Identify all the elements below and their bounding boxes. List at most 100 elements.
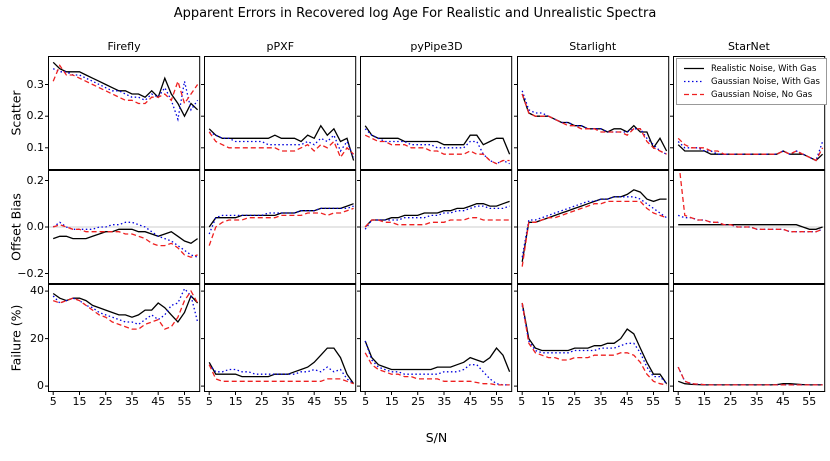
subplot-ppxf-failure	[201, 284, 357, 395]
y-tick-label: 20	[30, 331, 44, 345]
x-tick-label: 35	[125, 395, 139, 408]
panel-border	[48, 284, 201, 392]
series-gaussian-noise-no-gas	[208, 364, 355, 385]
y-tick-label: −0.2	[17, 266, 44, 280]
subplot-firefly-offset-bias	[45, 170, 201, 284]
series-gaussian-noise-no-gas	[677, 137, 823, 162]
series-gaussian-noise-no-gas	[208, 207, 355, 246]
figure-title: Apparent Errors in Recovered log Age For…	[173, 6, 657, 21]
series-realistic-noise-with-gas	[364, 340, 511, 373]
panel-border	[360, 284, 513, 392]
x-tick-label: 35	[437, 395, 452, 408]
subplot-firefly-scatter	[45, 56, 201, 170]
series-gaussian-noise-with-gas	[52, 221, 198, 258]
subplot-starlight-offset-bias	[513, 170, 669, 284]
subplot-starlight-failure	[513, 284, 669, 395]
series-gaussian-noise-no-gas	[52, 64, 199, 105]
series-gaussian-noise-with-gas	[209, 131, 355, 158]
x-axis-label: S/N	[425, 430, 448, 445]
y-tick-label: 0.3	[26, 77, 45, 91]
series-gaussian-noise-with-gas	[521, 305, 667, 385]
legend-label: Gaussian Noise, No Gas	[711, 89, 813, 100]
x-tick-label: 5	[205, 395, 213, 408]
series-realistic-noise-with-gas	[52, 228, 198, 245]
legend-line-dashed-icon	[684, 93, 704, 96]
column-title-firefly: Firefly	[107, 40, 141, 53]
series-realistic-noise-with-gas	[208, 124, 355, 161]
subplot-ppxf-scatter	[201, 56, 357, 170]
subplot-pypipe3d-offset-bias	[357, 170, 513, 284]
series-gaussian-noise-with-gas	[208, 205, 355, 235]
legend-line-dotted-icon	[684, 80, 704, 83]
series-gaussian-noise-with-gas	[677, 366, 823, 386]
series-gaussian-noise-with-gas	[52, 68, 199, 122]
x-tick-label: 5	[518, 395, 526, 408]
series-gaussian-noise-no-gas	[521, 200, 667, 267]
subplot-firefly-failure	[45, 284, 201, 395]
series-realistic-noise-with-gas	[365, 125, 511, 155]
series-gaussian-noise-with-gas	[521, 90, 667, 155]
x-tick-label: 45	[463, 395, 478, 408]
column-title-starlight: Starlight	[569, 40, 617, 53]
series-gaussian-noise-with-gas	[208, 364, 355, 385]
x-tick-label: 45	[151, 395, 166, 408]
series-gaussian-noise-with-gas	[365, 128, 511, 165]
x-tick-label: 25	[98, 395, 113, 408]
series-gaussian-noise-no-gas	[52, 289, 199, 330]
series-realistic-noise-with-gas	[521, 189, 667, 263]
x-tick-label: 45	[619, 395, 634, 408]
legend-label: Gaussian Noise, With Gas	[711, 76, 820, 87]
series-gaussian-noise-no-gas	[678, 170, 823, 233]
panel-border	[516, 284, 669, 392]
subplot-starnet-scatter	[669, 56, 825, 170]
subplot-pypipe3d-scatter	[357, 56, 513, 170]
x-tick-label: 15	[72, 395, 87, 408]
series-gaussian-noise-no-gas	[365, 352, 510, 386]
series-gaussian-noise-no-gas	[52, 224, 198, 258]
y-tick-label: 40	[30, 284, 44, 298]
panel-border	[204, 284, 357, 392]
legend: Realistic Noise, With Gas Gaussian Noise…	[676, 58, 827, 105]
subplot-ppxf-offset-bias	[201, 170, 357, 284]
panel-border	[204, 56, 357, 170]
subplot-starnet-offset-bias	[669, 170, 825, 284]
x-tick-label: 15	[384, 395, 399, 408]
panel-border	[360, 170, 513, 284]
x-tick-label: 35	[749, 395, 764, 408]
x-tick-label: 55	[177, 395, 192, 408]
series-realistic-noise-with-gas	[521, 302, 667, 385]
series-gaussian-noise-no-gas	[365, 217, 510, 228]
panel-border	[516, 170, 669, 284]
x-tick-label: 15	[697, 395, 712, 408]
y-tick-label: 0.0	[26, 220, 45, 233]
series-gaussian-noise-with-gas	[677, 214, 823, 233]
series-gaussian-noise-with-gas	[365, 205, 511, 230]
series-gaussian-noise-no-gas	[521, 93, 667, 155]
y-tick-label: 0	[37, 379, 44, 393]
series-realistic-noise-with-gas	[521, 93, 667, 152]
x-tick-label: 5	[674, 395, 682, 408]
panel-border	[360, 56, 513, 170]
subplot-starnet-failure	[669, 284, 825, 395]
legend-line-solid-icon	[684, 67, 704, 70]
panel-border	[48, 170, 201, 284]
series-gaussian-noise-no-gas	[677, 366, 823, 386]
panel-border	[204, 170, 357, 284]
x-tick-label: 35	[281, 395, 296, 408]
series-realistic-noise-with-gas	[52, 292, 199, 324]
x-tick-label: 25	[411, 395, 426, 408]
x-tick-label: 25	[567, 395, 582, 408]
series-gaussian-noise-no-gas	[521, 302, 667, 386]
x-tick-label: 25	[723, 395, 738, 408]
series-gaussian-noise-no-gas	[365, 134, 510, 165]
x-tick-label: 35	[593, 395, 608, 408]
series-realistic-noise-with-gas	[52, 61, 199, 118]
x-tick-label: 55	[489, 395, 504, 408]
x-tick-label: 15	[541, 395, 556, 408]
subplot-pypipe3d-failure	[357, 284, 513, 395]
x-tick-label: 5	[49, 395, 57, 408]
y-tick-label: 0.2	[26, 173, 45, 187]
legend-entry-realistic-noise: Realistic Noise, With Gas	[683, 62, 820, 75]
panel-border	[672, 56, 825, 170]
